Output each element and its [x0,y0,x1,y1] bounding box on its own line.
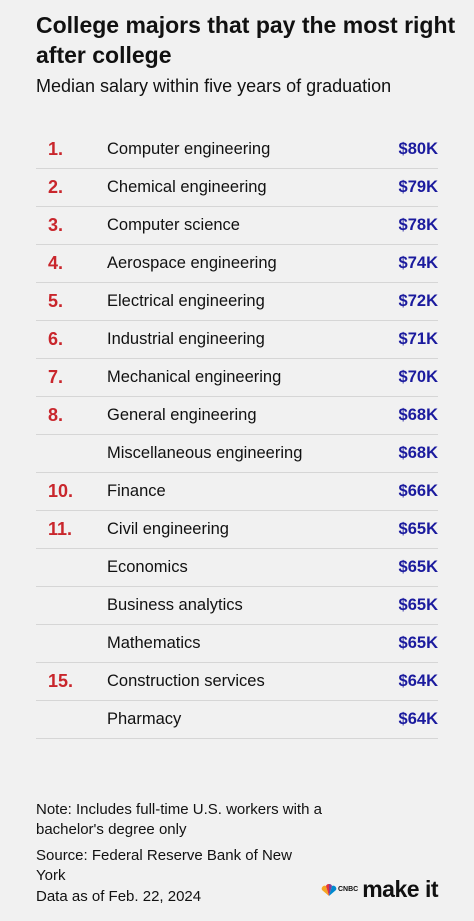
rank: 10. [48,481,74,501]
table-row: 5. Electrical engineering $72K [36,283,438,321]
rank: 7. [48,367,64,387]
table-row: 1. Computer engineering $80K [36,131,438,169]
subtitle: Median salary within five years of gradu… [36,76,392,96]
major: General engineering [107,406,257,424]
table-row: 2. Chemical engineering $79K [36,169,438,207]
salary: $72K [398,292,438,310]
table-row: Economics $65K [36,549,438,587]
major: Construction services [107,672,265,690]
table-row: 6. Industrial engineering $71K [36,321,438,359]
salary: $64K [398,672,438,690]
major: Electrical engineering [107,292,265,310]
salary: $78K [398,216,438,234]
major: Pharmacy [107,710,182,728]
salary: $71K [398,330,438,348]
salary: $66K [398,482,438,500]
salary: $74K [398,254,438,272]
rank: 15. [48,671,74,691]
table-row: 10. Finance $66K [36,473,438,511]
major: Finance [107,482,166,500]
salary: $68K [398,444,438,462]
peacock-icon [321,883,337,896]
table-row: 8. General engineering $68K [36,397,438,435]
rank: 5. [48,291,64,311]
table-row: Miscellaneous engineering $68K [36,435,438,473]
brand-name: make it [362,876,438,902]
table-row: Mathematics $65K [36,625,438,663]
salary-table: 1. Computer engineering $80K 2. Chemical eng… [36,131,438,739]
title: College majors that pay the most right a… [36,12,456,68]
table-row: Pharmacy $64K [36,701,438,739]
rank: 8. [48,405,64,425]
rank: 6. [48,329,64,349]
major: Aerospace engineering [107,254,277,272]
salary: $80K [398,140,438,158]
rank: 11. [48,519,73,539]
salary: $65K [398,520,438,538]
salary: $65K [398,596,438,614]
network-name: CNBC [338,886,359,893]
salary: $65K [398,558,438,576]
rank: 4. [48,253,64,273]
salary: $79K [398,178,438,196]
major: Industrial engineering [107,330,265,348]
major: Mechanical engineering [107,368,282,386]
table-row: 4. Aerospace engineering $74K [36,245,438,283]
rank: 1. [48,139,64,159]
major: Computer science [107,216,240,234]
table-row: 11. Civil engineering $65K [36,511,438,549]
table-row: 7. Mechanical engineering $70K [36,359,438,397]
major: Mathematics [107,634,201,652]
major: Chemical engineering [107,178,267,196]
table-row: 3. Computer science $78K [36,207,438,245]
table-row: Business analytics $65K [36,587,438,625]
major: Business analytics [107,596,243,614]
rank: 3. [48,215,64,235]
major: Economics [107,558,188,576]
source: Source: Federal Reserve Bank of New York [36,847,292,884]
salary: $70K [398,368,438,386]
major: Miscellaneous engineering [107,444,303,462]
table-row: 15. Construction services $64K [36,663,438,701]
logo: CNBC make it [320,876,438,903]
major: Civil engineering [107,520,229,538]
salary: $68K [398,406,438,424]
major: Computer engineering [107,140,271,158]
rank: 2. [48,177,64,197]
salary: $65K [398,634,438,652]
salary: $64K [398,710,438,728]
date: Data as of Feb. 22, 2024 [36,888,202,905]
note: Note: Includes full-time U.S. workers wi… [36,801,322,838]
